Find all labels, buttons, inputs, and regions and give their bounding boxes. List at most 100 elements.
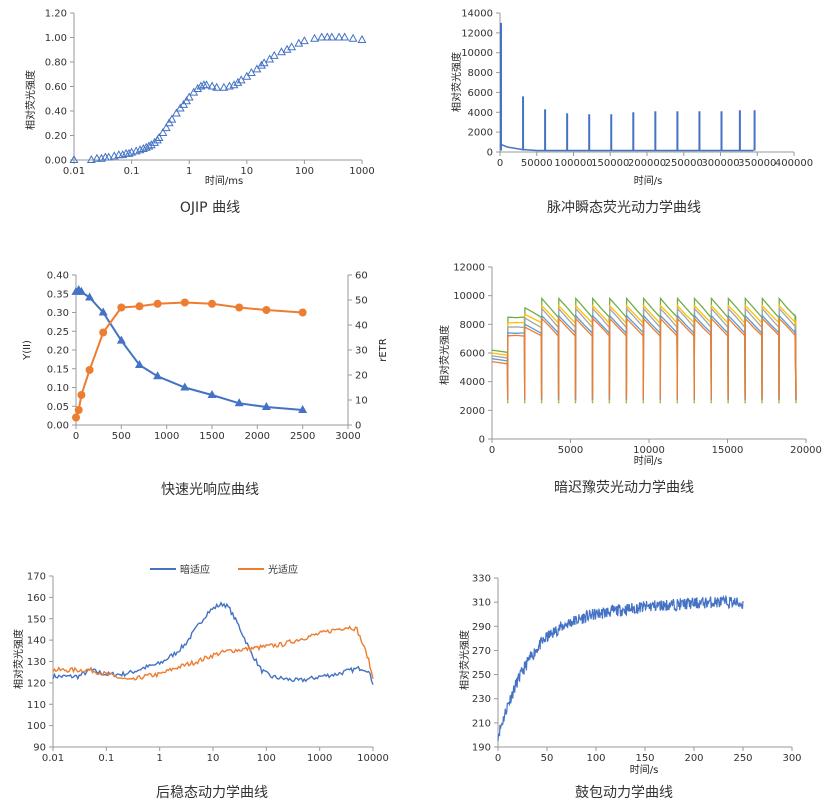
retr-point	[262, 306, 271, 314]
y-axis-label: Y(II)	[22, 340, 33, 361]
x-tick-label: 100	[295, 166, 314, 177]
retr-point	[208, 299, 216, 308]
x-tick-label: 50000	[521, 158, 553, 169]
data-point-triangle	[322, 32, 332, 41]
data-point-triangle	[327, 32, 337, 41]
data-point-triangle	[167, 114, 177, 123]
y-tick-label: 0.35	[47, 289, 69, 300]
plot-marks	[69, 32, 367, 163]
plot-marks	[499, 22, 756, 152]
y-tick-label: 160	[27, 593, 46, 604]
data-point-triangle	[124, 148, 134, 157]
y-tick-label: 0.40	[45, 107, 67, 118]
y-axis-label: 相对荧光强度	[12, 629, 25, 689]
y-tick-label: 6000	[468, 88, 493, 99]
x-tick-label: 250	[733, 753, 752, 764]
legend-label: 光适应	[268, 563, 298, 576]
x-tick-label: 10000	[633, 445, 665, 456]
plot-marks	[52, 601, 374, 685]
y-tick-label: 2000	[468, 128, 493, 139]
yii-point	[76, 286, 86, 295]
x-tick-label: 5000	[558, 445, 583, 456]
y-tick-label: 190	[472, 743, 491, 754]
x-tick-label: 10	[240, 166, 253, 177]
x-tick-label: 0	[73, 431, 79, 442]
chart-ojip: 0.00 0.20 0.40 0.60 0.80 1.00 1.20 0.01 0.1 1 10 1…	[24, 9, 375, 217]
x-axis: 0 500 1000 1500 2000 2500 3000	[73, 424, 361, 442]
light-adapted-line	[52, 625, 374, 681]
x-tick-label: 1500	[199, 431, 224, 442]
yii-point	[207, 390, 217, 398]
data-point-triangle	[171, 108, 181, 117]
chart-bulge: 190 210 230 250 270 290 310 330 0 50 100 150 200 250…	[458, 574, 802, 802]
y-tick-label: 120	[27, 678, 46, 689]
y-tick-label: 0.10	[47, 383, 69, 394]
retr-point	[99, 328, 108, 337]
y-tick-label: 10000	[453, 291, 485, 302]
x-tick-label: 150000	[591, 158, 629, 169]
retr-point	[135, 302, 144, 311]
data-point-triangle	[229, 80, 239, 89]
retr-point	[180, 298, 189, 307]
data-point-triangle	[334, 32, 344, 41]
x-tick-label: 100000	[554, 158, 592, 169]
x-tick-label: 1	[156, 753, 162, 764]
yii-point	[261, 402, 271, 410]
x-tick-label: 0.01	[42, 753, 64, 764]
x-tick-label: 0.1	[98, 753, 114, 764]
yii-point	[234, 398, 244, 407]
retr-point	[72, 413, 80, 422]
x-axis: 0 50 100 150 200 250 300	[495, 746, 802, 764]
chart-caption: 后稳态动力学曲线	[156, 785, 268, 801]
y-tick-label: 130	[27, 657, 46, 668]
x-tick-label: 350000	[738, 158, 776, 169]
x-axis-label: 时间/s	[630, 763, 659, 776]
x-tick-label: 0.01	[63, 166, 85, 177]
x-tick-label: 2000	[245, 431, 270, 442]
data-point-triangle	[150, 137, 159, 146]
x-tick-label: 1000	[307, 753, 332, 764]
y-tick-label: 0.20	[47, 346, 69, 357]
legend: 暗适应 光适应	[150, 563, 298, 576]
y-axis-label: 相对荧光强度	[24, 70, 37, 130]
data-point-triangle	[269, 50, 279, 59]
y-tick-label: 90	[33, 743, 46, 754]
y-tick-label: 8000	[468, 68, 493, 79]
data-point-triangle	[348, 33, 358, 42]
x-tick-label: 150	[635, 753, 654, 764]
y-tick-label: 14000	[461, 9, 493, 20]
y-tick-label: 6000	[460, 349, 485, 360]
data-point-triangle	[317, 32, 327, 41]
retr-point	[235, 303, 244, 312]
data-point-triangle	[294, 38, 304, 47]
y-tick-label: 0.80	[45, 58, 67, 69]
y-tick-label: 170	[27, 572, 46, 583]
retr-point	[74, 406, 83, 414]
dark-relaxation-line	[491, 314, 797, 400]
y-tick-label: 4000	[460, 377, 485, 388]
x-tick-label: 50	[541, 753, 554, 764]
chart-dark-relaxation: 0 2000 4000 6000 8000 10000 12000 0 5000 10000 15…	[438, 263, 822, 497]
dark-relaxation-line	[491, 316, 797, 399]
data-point-triangle	[69, 154, 79, 163]
data-point-triangle	[86, 154, 96, 163]
x-tick-label: 2500	[290, 431, 315, 442]
y-axis: 0.00 0.05 0.10 0.15 0.20 0.25 0.30 0.35 0.40	[47, 271, 77, 432]
y-axis: 0 2000 4000 6000 8000 10000 12000	[453, 263, 493, 446]
plot-marks	[491, 296, 797, 404]
y2-tick-label: 0	[355, 421, 361, 432]
x-tick-label: 300	[782, 753, 801, 764]
y-tick-label: 0.60	[45, 82, 67, 93]
chart-caption: 快速光响应曲线	[161, 481, 259, 498]
yii-point	[98, 307, 108, 316]
x-axis-label: 时间/s	[634, 174, 663, 187]
retr-point	[153, 299, 162, 308]
y-tick-label: 8000	[460, 320, 485, 331]
x-tick-label: 15000	[712, 445, 744, 456]
x-axis: 0.01 0.1 1 10 100 1000	[63, 159, 375, 177]
data-point-triangle	[233, 77, 243, 86]
data-point-triangle	[219, 82, 229, 91]
x-tick-label: 500	[112, 431, 131, 442]
